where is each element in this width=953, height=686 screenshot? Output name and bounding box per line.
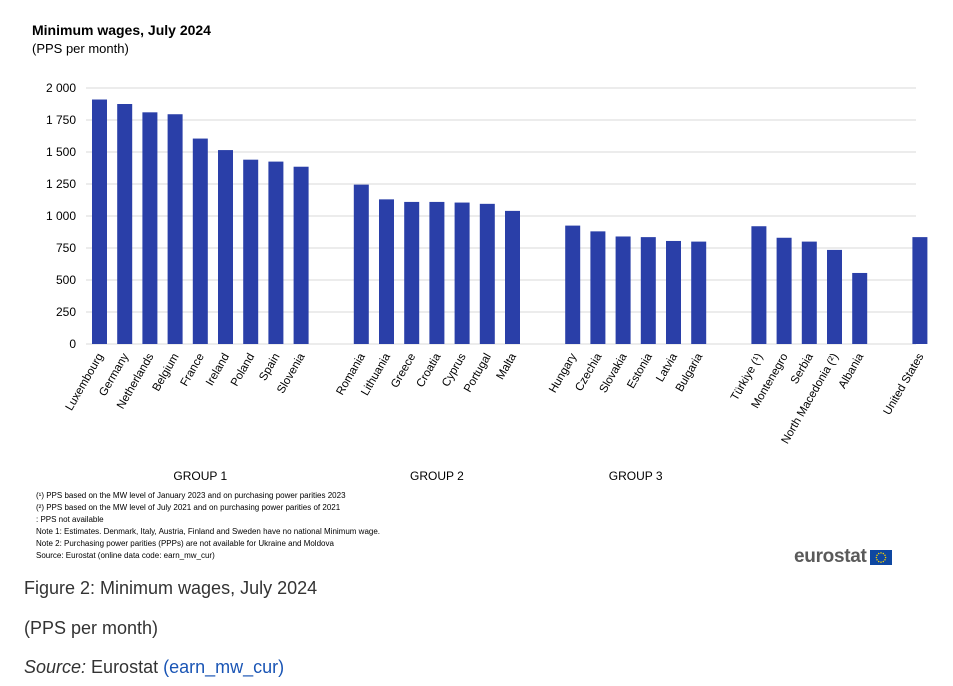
note-line: (²) PPS based on the MW level of July 20… — [36, 503, 341, 512]
y-tick-label: 500 — [56, 273, 76, 287]
bar — [505, 210, 520, 344]
flag-star — [882, 552, 884, 554]
bar — [429, 201, 445, 344]
y-axis-ticks: 0 250 500 750 1 000 1 250 1 500 1 750 2 000 — [46, 81, 76, 351]
bar — [167, 114, 183, 345]
note-line: Note 2: Purchasing power parities (PPPs)… — [36, 539, 334, 548]
flag-star — [884, 556, 886, 558]
figure-caption-title: Figure 2: Minimum wages, July 2024 — [24, 578, 318, 598]
flag-star — [879, 551, 882, 554]
flag-star — [883, 558, 886, 561]
y-tick-label: 1 750 — [46, 113, 76, 127]
note-line: Note 1: Estimates. Denmark, Italy, Austr… — [36, 527, 381, 536]
bar — [353, 184, 369, 344]
bar — [615, 236, 631, 344]
bar — [293, 166, 309, 344]
y-tick-label: 1 500 — [46, 145, 76, 159]
bar — [776, 237, 792, 344]
bar — [454, 202, 470, 344]
group-label: GROUP 1 — [173, 469, 227, 482]
flag-star — [883, 553, 886, 556]
bar — [827, 249, 842, 344]
chart-notes: (¹) PPS based on the MW level of January… — [36, 490, 380, 562]
category-label: Latvia — [654, 351, 680, 384]
y-tick-label: 250 — [56, 305, 76, 319]
bar — [479, 203, 495, 344]
y-tick-label: 2 000 — [46, 81, 76, 95]
bar — [192, 138, 208, 344]
bar — [640, 237, 656, 344]
logo-text: eurostat — [794, 546, 867, 567]
category-label: Croatia — [415, 351, 444, 390]
flag-star — [882, 560, 884, 562]
bar — [142, 112, 158, 344]
category-label: Luxembourg — [64, 352, 106, 413]
note-line: Source: Eurostat (online data code: earn… — [36, 551, 215, 560]
eu-flag-icon — [869, 549, 892, 565]
flag-star — [877, 560, 880, 562]
bar — [218, 150, 233, 344]
bar — [751, 226, 767, 344]
source-text: Eurostat — [86, 657, 164, 677]
group-label: GROUP 3 — [609, 469, 663, 482]
bar-chart: 0 250 500 750 1 000 1 250 1 500 1 750 2 000 Luxe… — [46, 81, 928, 482]
category-label: Estonia — [625, 351, 655, 391]
bar — [666, 240, 681, 344]
flag-star — [875, 556, 877, 558]
bar — [379, 199, 394, 344]
bar — [691, 241, 707, 344]
flag-star — [875, 553, 878, 556]
category-label: Malta — [495, 351, 520, 382]
chart-subtitle: (PPS per month) — [32, 41, 129, 56]
note-line: (¹) PPS based on the MW level of January… — [36, 491, 346, 500]
flag-star — [879, 560, 882, 563]
bar — [92, 99, 107, 345]
bar — [243, 159, 259, 344]
bar — [590, 231, 606, 344]
bar — [852, 272, 868, 344]
bar — [404, 201, 420, 344]
y-tick-label: 750 — [56, 241, 76, 255]
chart-title: Minimum wages, July 2024 — [32, 22, 211, 38]
bars — [92, 99, 928, 345]
category-label: Serbia — [789, 351, 816, 386]
source-label: Source: — [24, 657, 87, 677]
bar — [912, 237, 928, 344]
category-labels: LuxembourgGermanyNetherlandsBelgiumFranc… — [64, 351, 927, 446]
bar — [565, 225, 581, 344]
bar — [268, 161, 284, 344]
category-label: Spain — [257, 352, 282, 383]
figure-caption-source: Source: Eurostat (earn_mw_cur) — [24, 657, 284, 678]
flag-star — [877, 552, 880, 554]
figure-caption-subtitle: (PPS per month) — [24, 618, 159, 638]
y-tick-label: 1 250 — [46, 177, 76, 191]
category-label: United States — [882, 351, 927, 417]
eurostat-logo: eurostat — [794, 545, 892, 569]
y-tick-label: 0 — [69, 337, 76, 351]
chart-panel: 0 250 500 750 1 000 1 250 1 500 1 750 2 000 Luxe… — [24, 12, 928, 572]
bar — [117, 104, 133, 344]
flag-star — [875, 558, 878, 561]
source-link[interactable]: (earn_mw_cur) — [163, 657, 285, 677]
note-line: : PPS not available — [36, 515, 104, 524]
category-label: France — [179, 352, 207, 389]
category-label: Poland — [229, 352, 257, 389]
category-label: Albania — [837, 351, 867, 391]
bar — [801, 241, 817, 344]
group-labels: GROUP 1 GROUP 2 GROUP 3 — [173, 469, 663, 482]
group-label: GROUP 2 — [410, 469, 464, 482]
y-tick-label: 1 000 — [46, 209, 76, 223]
